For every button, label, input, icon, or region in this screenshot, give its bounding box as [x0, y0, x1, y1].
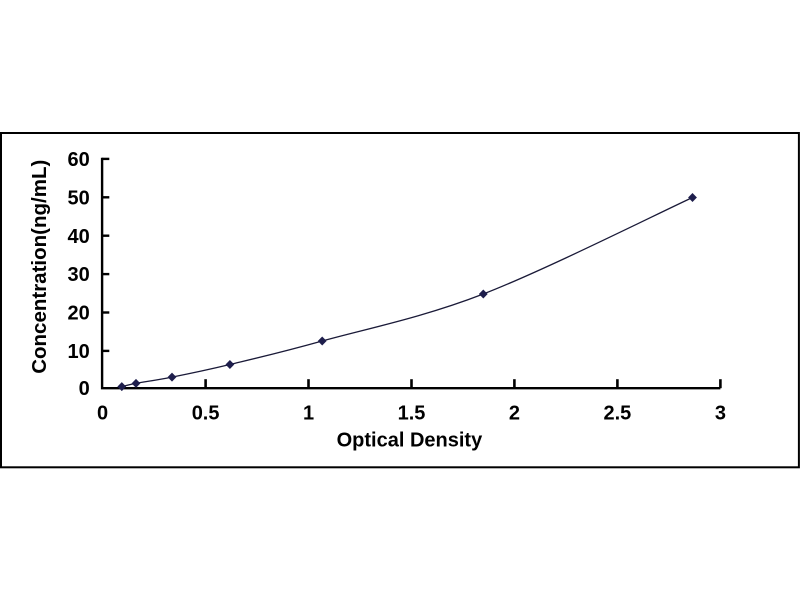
- svg-text:30: 30: [68, 264, 90, 286]
- svg-text:2: 2: [509, 403, 520, 425]
- svg-text:0: 0: [97, 403, 108, 425]
- svg-text:10: 10: [68, 341, 90, 363]
- svg-text:3: 3: [715, 403, 726, 425]
- svg-text:0.5: 0.5: [192, 403, 220, 425]
- svg-text:0: 0: [79, 378, 90, 400]
- svg-text:40: 40: [68, 226, 90, 248]
- svg-text:1.5: 1.5: [398, 403, 426, 425]
- svg-text:Optical Density: Optical Density: [337, 429, 483, 451]
- svg-text:50: 50: [68, 187, 90, 209]
- svg-text:20: 20: [68, 303, 90, 325]
- svg-text:2.5: 2.5: [603, 403, 631, 425]
- svg-text:Concentration(ng/mL): Concentration(ng/mL): [28, 160, 51, 374]
- svg-text:1: 1: [303, 403, 314, 425]
- svg-text:60: 60: [68, 149, 90, 171]
